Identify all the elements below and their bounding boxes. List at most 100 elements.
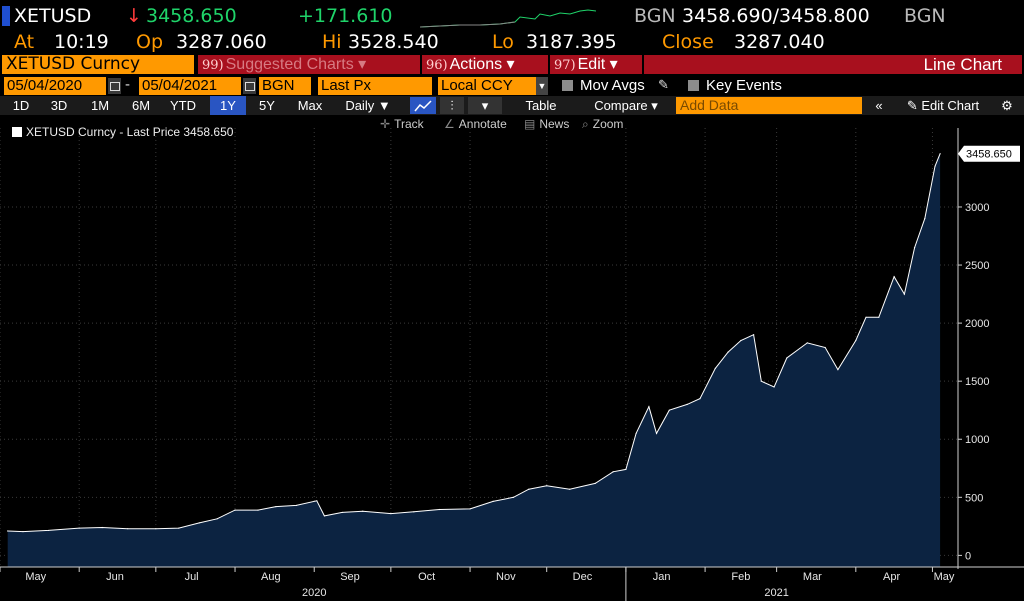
data-point bbox=[594, 482, 596, 484]
high-price: 3528.540 bbox=[348, 31, 439, 53]
net-change: +171.610 bbox=[298, 5, 393, 27]
crosshair-icon: ✛ bbox=[380, 117, 391, 131]
period-3d[interactable]: 3D bbox=[50, 98, 68, 113]
collapse-icon[interactable]: « bbox=[875, 98, 883, 113]
suggested-charts-label: Suggested Charts ▾ bbox=[225, 56, 367, 73]
edit-label: Edit ▾ bbox=[577, 56, 618, 73]
data-point bbox=[101, 526, 103, 529]
start-calendar-icon[interactable] bbox=[108, 78, 121, 94]
x-tick-label: Feb bbox=[731, 571, 750, 583]
at-label: At bbox=[14, 31, 35, 53]
data-point bbox=[648, 406, 650, 408]
end-calendar-icon[interactable] bbox=[243, 78, 256, 94]
data-point bbox=[855, 339, 857, 342]
data-point bbox=[78, 527, 80, 529]
data-point bbox=[625, 468, 627, 471]
edit-chart-button[interactable]: ✎ Edit Chart bbox=[892, 96, 994, 115]
x-tick-label: Sep bbox=[340, 571, 360, 583]
data-point bbox=[913, 247, 916, 249]
add-data-input[interactable]: Add Data bbox=[676, 97, 862, 114]
data-point bbox=[837, 368, 839, 371]
end-date-input[interactable]: 05/04/2021 bbox=[139, 77, 241, 95]
x-tick-label: Nov bbox=[496, 571, 516, 583]
track-label: Track bbox=[394, 117, 424, 131]
chart-type-dropdown-icon[interactable]: ▾ bbox=[468, 97, 502, 114]
period-1m[interactable]: 1M bbox=[90, 98, 110, 113]
period-bar: 1D 3D 1M 6M YTD 1Y 5Y Max Daily ▼ ⫶ ▾ Ta… bbox=[0, 96, 1024, 115]
period-1d[interactable]: 1D bbox=[12, 98, 30, 113]
currency-select[interactable]: Local CCY bbox=[438, 77, 536, 95]
data-point bbox=[528, 488, 530, 490]
compare-button[interactable]: Compare ▾ bbox=[594, 98, 658, 113]
bar-chart-type-icon[interactable]: ⫶ bbox=[440, 97, 464, 114]
zoom-tool[interactable]: ⌕ Zoom bbox=[582, 117, 623, 132]
x-tick-label: May bbox=[25, 571, 46, 583]
y-tick-label: 2000 bbox=[965, 318, 989, 330]
x-tick-label: Jun bbox=[106, 571, 124, 583]
data-point bbox=[155, 528, 157, 530]
key-events-checkbox[interactable] bbox=[688, 80, 699, 91]
data-point bbox=[903, 293, 905, 295]
low-label: Lo bbox=[492, 31, 514, 53]
start-date-input[interactable]: 05/04/2020 bbox=[4, 77, 106, 95]
track-tool[interactable]: ✛ Track bbox=[380, 117, 424, 131]
data-point bbox=[924, 217, 926, 220]
annotate-tool[interactable]: ∠ Annotate bbox=[444, 117, 507, 131]
data-point bbox=[257, 509, 259, 511]
data-point bbox=[362, 510, 364, 512]
security-color-marker bbox=[2, 6, 10, 26]
suggested-charts-menu[interactable]: 99) Suggested Charts ▾ bbox=[198, 55, 420, 74]
data-point bbox=[727, 351, 729, 353]
bid-ask: 3458.690/3458.800 bbox=[682, 5, 870, 27]
x-tick-label: May bbox=[934, 571, 955, 583]
year-label: 2021 bbox=[764, 587, 788, 599]
edit-chart-label: Edit Chart bbox=[921, 98, 980, 113]
table-button[interactable]: Table bbox=[525, 98, 557, 113]
legend: XETUSD Curncy - Last Price 3458.650 bbox=[12, 125, 233, 139]
high-label: Hi bbox=[322, 31, 342, 53]
mov-avgs-checkbox[interactable] bbox=[562, 80, 573, 91]
pencil-icon[interactable]: ✎ bbox=[658, 77, 669, 92]
data-point bbox=[865, 316, 867, 318]
data-point bbox=[655, 432, 658, 435]
y-tick-label: 500 bbox=[965, 492, 983, 504]
data-point bbox=[686, 403, 688, 406]
close-label: Close bbox=[662, 31, 714, 53]
quote-time: 10:19 bbox=[54, 31, 109, 53]
data-point bbox=[438, 508, 441, 511]
quote-stats: At 10:19 Op 3287.060 Hi 3528.540 Lo 3187… bbox=[0, 30, 1024, 54]
security-input[interactable]: XETUSD Curncy bbox=[2, 55, 194, 74]
data-point bbox=[806, 342, 808, 344]
close-price: 3287.040 bbox=[734, 31, 825, 53]
period-6m[interactable]: 6M bbox=[131, 98, 151, 113]
period-5y[interactable]: 5Y bbox=[259, 98, 275, 113]
key-events-label[interactable]: Key Events bbox=[706, 77, 782, 94]
actions-number: 96) bbox=[426, 58, 448, 73]
mov-avgs-label[interactable]: Mov Avgs bbox=[580, 77, 645, 94]
down-arrow-icon: ↓ bbox=[126, 5, 142, 27]
data-point bbox=[275, 506, 277, 508]
data-point bbox=[934, 165, 936, 167]
news-tool[interactable]: ▤ News bbox=[524, 117, 569, 131]
settings-gear-icon[interactable]: ⚙ bbox=[1001, 98, 1013, 113]
function-toolbar: XETUSD Curncy 99) Suggested Charts ▾ 96) A… bbox=[0, 54, 1024, 75]
data-point bbox=[341, 511, 343, 514]
line-chart-type-icon[interactable] bbox=[410, 97, 436, 114]
actions-menu[interactable]: 96) Actions ▾ bbox=[422, 55, 548, 74]
y-tick-label: 3000 bbox=[965, 202, 989, 214]
edit-menu[interactable]: 97) Edit ▾ bbox=[550, 55, 642, 74]
currency-dropdown-icon[interactable]: ▼ bbox=[536, 77, 548, 95]
ticker: XETUSD bbox=[14, 5, 92, 27]
source-input[interactable]: BGN bbox=[259, 77, 311, 95]
data-point bbox=[878, 316, 880, 318]
open-label: Op bbox=[136, 31, 164, 53]
period-1y[interactable]: 1Y bbox=[210, 96, 246, 115]
frequency-select[interactable]: Daily ▼ bbox=[345, 98, 391, 113]
field-input[interactable]: Last Px bbox=[318, 77, 432, 95]
period-max[interactable]: Max bbox=[297, 98, 323, 113]
y-tick-label: 1000 bbox=[965, 434, 989, 446]
period-ytd[interactable]: YTD bbox=[170, 98, 196, 113]
y-tick-label: 0 bbox=[965, 550, 971, 562]
legend-text: XETUSD Curncy - Last Price 3458.650 bbox=[26, 125, 234, 139]
